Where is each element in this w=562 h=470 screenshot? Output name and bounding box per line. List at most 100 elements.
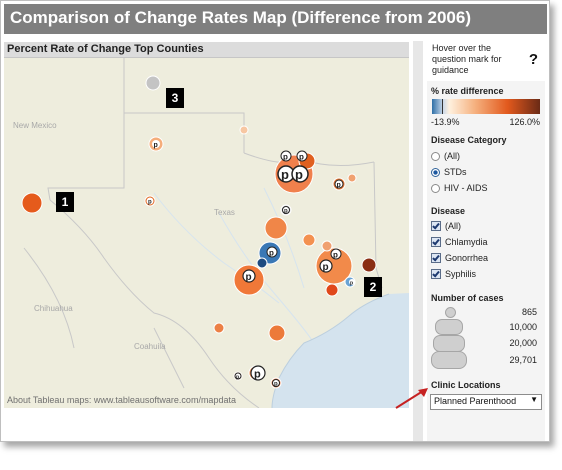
map-canvas[interactable]: p p p p p p p [4, 58, 409, 408]
county-bubble[interactable] [361, 257, 377, 273]
planned-parenthood-marker-icon[interactable]: p [280, 150, 292, 162]
planned-parenthood-marker-icon[interactable]: p [349, 279, 355, 287]
planned-parenthood-marker-icon[interactable]: p [242, 269, 256, 283]
clinic-locations-title: Clinic Locations [431, 380, 501, 390]
county-bubble[interactable] [268, 324, 286, 342]
disease-option-chlamydia[interactable]: Chlamydia [431, 237, 488, 247]
svg-text:p: p [323, 262, 329, 273]
planned-parenthood-marker-icon[interactable]: p [291, 165, 309, 183]
size-legend-value: 865 [521, 307, 537, 317]
size-legend-circle [431, 351, 467, 369]
county-bubble[interactable] [325, 283, 339, 297]
disease-option-label: (All) [445, 221, 461, 231]
rate-legend-title: % rate difference [431, 86, 504, 96]
callout-3: 3 [166, 88, 184, 108]
county-bubble[interactable] [321, 240, 333, 252]
county-bubble[interactable] [239, 125, 249, 135]
planned-parenthood-marker-icon[interactable]: p [250, 365, 266, 381]
size-legend-value: 10,000 [509, 322, 537, 332]
clinic-markers: p p p p p p p [146, 140, 355, 388]
planned-parenthood-marker-icon[interactable]: p [282, 206, 290, 215]
svg-text:p: p [299, 153, 304, 162]
dropdown-value: Planned Parenthood [434, 396, 517, 406]
svg-text:p: p [350, 281, 353, 287]
disease-option-gonorrhea[interactable]: Gonorrhea [431, 253, 488, 263]
category-option-all[interactable]: (All) [431, 151, 460, 161]
gradient-zero-marker [442, 99, 443, 114]
planned-parenthood-marker-icon[interactable]: p [146, 197, 154, 206]
radio-icon [431, 183, 440, 193]
checkbox-checked-icon [431, 221, 441, 231]
guidance-box: Hover over the question mark for guidanc… [427, 41, 545, 81]
map-label-chihuahua: Chihuahua [34, 304, 73, 313]
category-option-label: (All) [444, 151, 460, 161]
county-bubble[interactable] [347, 173, 357, 183]
map-label-texas: Texas [214, 208, 235, 217]
checkbox-checked-icon [431, 237, 441, 247]
map-attribution-link[interactable]: About Tableau maps: www.tableausoftware.… [7, 395, 236, 405]
category-option-hiv-aids[interactable]: HIV - AIDS [431, 183, 488, 193]
svg-text:p: p [284, 209, 288, 215]
map-header: Percent Rate of Change Top Counties [4, 42, 409, 58]
checkbox-checked-icon [431, 269, 441, 279]
category-option-stds[interactable]: STDs [431, 167, 467, 177]
map-label-coahuila: Coahuila [134, 342, 166, 351]
category-option-label: STDs [444, 167, 467, 177]
planned-parenthood-marker-icon[interactable]: p [334, 179, 344, 189]
title-bar: Comparison of Change Rates Map (Differen… [4, 4, 547, 34]
disease-title: Disease [431, 206, 466, 216]
rate-legend-min: -13.9% [431, 117, 460, 127]
county-bubble[interactable] [21, 192, 43, 214]
size-legend-circle [433, 335, 465, 352]
category-option-label: HIV - AIDS [444, 183, 488, 193]
svg-text:p: p [254, 369, 261, 381]
svg-text:p: p [333, 251, 338, 260]
guidance-text: Hover over the question mark for guidanc… [432, 43, 502, 75]
clinic-locations-dropdown[interactable]: Planned Parenthood ▼ [430, 394, 542, 410]
checkbox-checked-icon [431, 253, 441, 263]
disease-option-label: Syphilis [445, 269, 477, 279]
size-legend-value: 29,701 [509, 355, 537, 365]
planned-parenthood-marker-icon[interactable]: p [319, 259, 333, 273]
disease-category-title: Disease Category [431, 135, 507, 145]
dropdown-arrow-icon: ▼ [530, 395, 538, 404]
svg-text:p: p [283, 153, 288, 162]
county-bubble[interactable] [256, 257, 268, 269]
dashboard-title: Comparison of Change Rates Map (Differen… [10, 8, 471, 27]
planned-parenthood-marker-icon[interactable]: p [266, 246, 278, 258]
red-pointer-arrow [395, 388, 428, 409]
svg-text:p: p [246, 272, 252, 283]
map-header-title: Percent Rate of Change Top Counties [7, 43, 204, 55]
svg-text:p: p [236, 375, 239, 381]
planned-parenthood-marker-icon[interactable]: p [152, 140, 160, 149]
disease-option-syphilis[interactable]: Syphilis [431, 269, 476, 279]
planned-parenthood-marker-icon[interactable]: p [296, 150, 308, 162]
county-bubble[interactable] [302, 233, 316, 247]
county-bubble[interactable] [145, 75, 161, 91]
size-legend-circle [435, 319, 463, 335]
svg-text:p: p [148, 200, 152, 206]
svg-text:p: p [269, 249, 274, 258]
planned-parenthood-marker-icon[interactable]: p [234, 372, 242, 381]
rate-legend-max: 126.0% [509, 117, 540, 127]
size-legend-value: 20,000 [509, 338, 537, 348]
svg-text:p: p [281, 167, 289, 182]
sidebar-divider [413, 41, 423, 441]
disease-option-label: Chlamydia [445, 237, 488, 247]
radio-icon [431, 151, 440, 161]
texas-map[interactable]: p p p p p p p [4, 58, 409, 408]
disease-option-label: Gonorrhea [445, 253, 489, 263]
question-mark-icon[interactable]: ? [528, 51, 538, 68]
dashboard-frame: Comparison of Change Rates Map (Differen… [0, 0, 550, 442]
radio-selected-icon [431, 167, 440, 177]
disease-option-all[interactable]: (All) [431, 221, 461, 231]
svg-text:p: p [295, 167, 303, 182]
planned-parenthood-marker-icon[interactable]: p [272, 379, 280, 388]
svg-text:p: p [337, 182, 341, 189]
map-label-new-mexico: New Mexico [13, 121, 57, 130]
callout-2: 2 [364, 277, 382, 297]
svg-text:p: p [274, 382, 278, 388]
county-bubble[interactable] [264, 216, 288, 240]
county-bubble[interactable] [213, 322, 225, 334]
planned-parenthood-marker-icon[interactable]: p [330, 248, 342, 260]
